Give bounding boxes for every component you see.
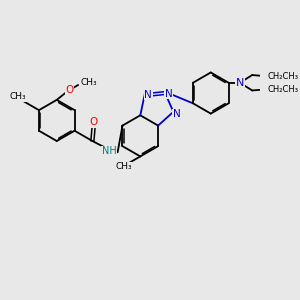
Text: O: O — [65, 85, 73, 95]
Text: O: O — [89, 117, 98, 127]
Text: CH₃: CH₃ — [10, 92, 26, 101]
Text: CH₂CH₃: CH₂CH₃ — [268, 85, 299, 94]
Text: CH₃: CH₃ — [116, 163, 132, 172]
Text: CH₃: CH₃ — [80, 78, 97, 87]
Text: N: N — [236, 78, 244, 88]
Text: N: N — [144, 90, 152, 100]
Text: N: N — [172, 110, 180, 119]
Text: N: N — [165, 88, 172, 98]
Text: CH₂CH₃: CH₂CH₃ — [268, 72, 299, 81]
Text: NH: NH — [101, 146, 116, 156]
